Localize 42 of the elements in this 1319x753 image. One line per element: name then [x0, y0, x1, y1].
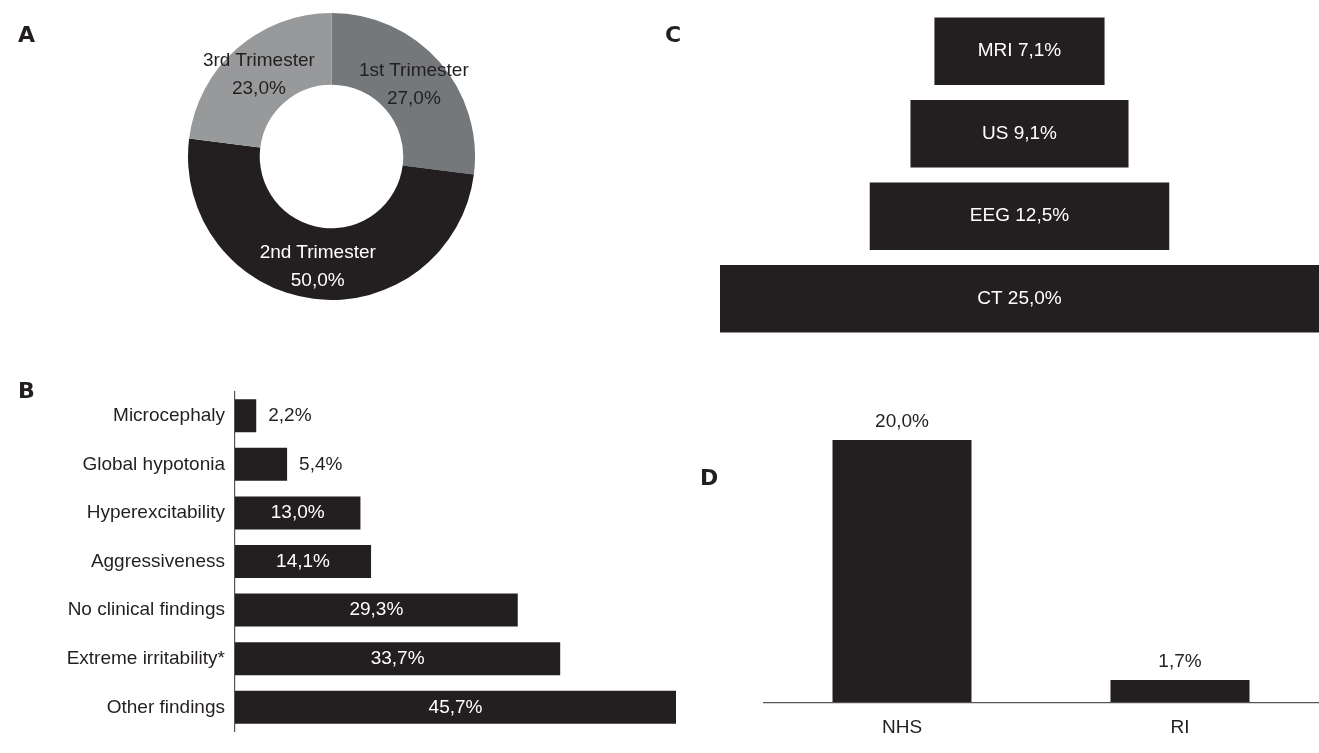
category-label: CT [977, 286, 1003, 308]
data-label: 25,0% [1007, 286, 1062, 308]
data-label: 23,0% [231, 77, 286, 99]
data-label: 14,1% [276, 549, 331, 571]
chart-title: A [18, 22, 36, 47]
data-label: 5,4% [299, 452, 343, 474]
data-label: 12,5% [1015, 204, 1070, 226]
y-tick-label: Other findings [106, 695, 225, 717]
bar [235, 642, 561, 676]
data-label: 2,2% [268, 403, 312, 425]
data-label: 9,1% [1013, 121, 1058, 143]
slice-label: 3rd Trimester [202, 49, 316, 71]
data-label: 1,7% [1158, 650, 1202, 672]
data-label: 29,3% [349, 598, 404, 620]
data-label: 20,0% [875, 410, 930, 432]
text: B [18, 378, 35, 403]
bar [235, 593, 518, 627]
category-label: EEG [969, 204, 1010, 226]
data-label: 13,0% [270, 501, 325, 523]
y-tick-label: No clinical findings [67, 598, 225, 620]
data-label: 45,7% [428, 695, 483, 717]
y-tick-label: Microcephaly [113, 403, 226, 425]
data-label: 33,7% [370, 646, 425, 668]
data-label: 7,1% [1017, 39, 1062, 61]
text: C [665, 22, 682, 47]
data-label: 50,0% [290, 268, 345, 290]
bar [235, 544, 372, 579]
y-tick-label: Extreme irritability* [66, 646, 226, 668]
x-tick-label: NHS [881, 715, 923, 737]
data-label: 27,0% [386, 87, 441, 109]
text: D [700, 465, 719, 490]
bar [235, 447, 288, 481]
bar [235, 399, 257, 433]
y-tick-label: Aggressiveness [90, 549, 225, 571]
bar [235, 496, 361, 530]
slice-label: 2nd Trimester [259, 240, 377, 262]
y-tick-label: Global hypotonia [82, 452, 226, 474]
x-tick-label: RI [1170, 715, 1190, 737]
bar [235, 690, 676, 724]
y-tick-label: Hyperexcitability [86, 501, 226, 523]
category-label: US [982, 121, 1009, 143]
category-label: MRI [977, 39, 1013, 61]
